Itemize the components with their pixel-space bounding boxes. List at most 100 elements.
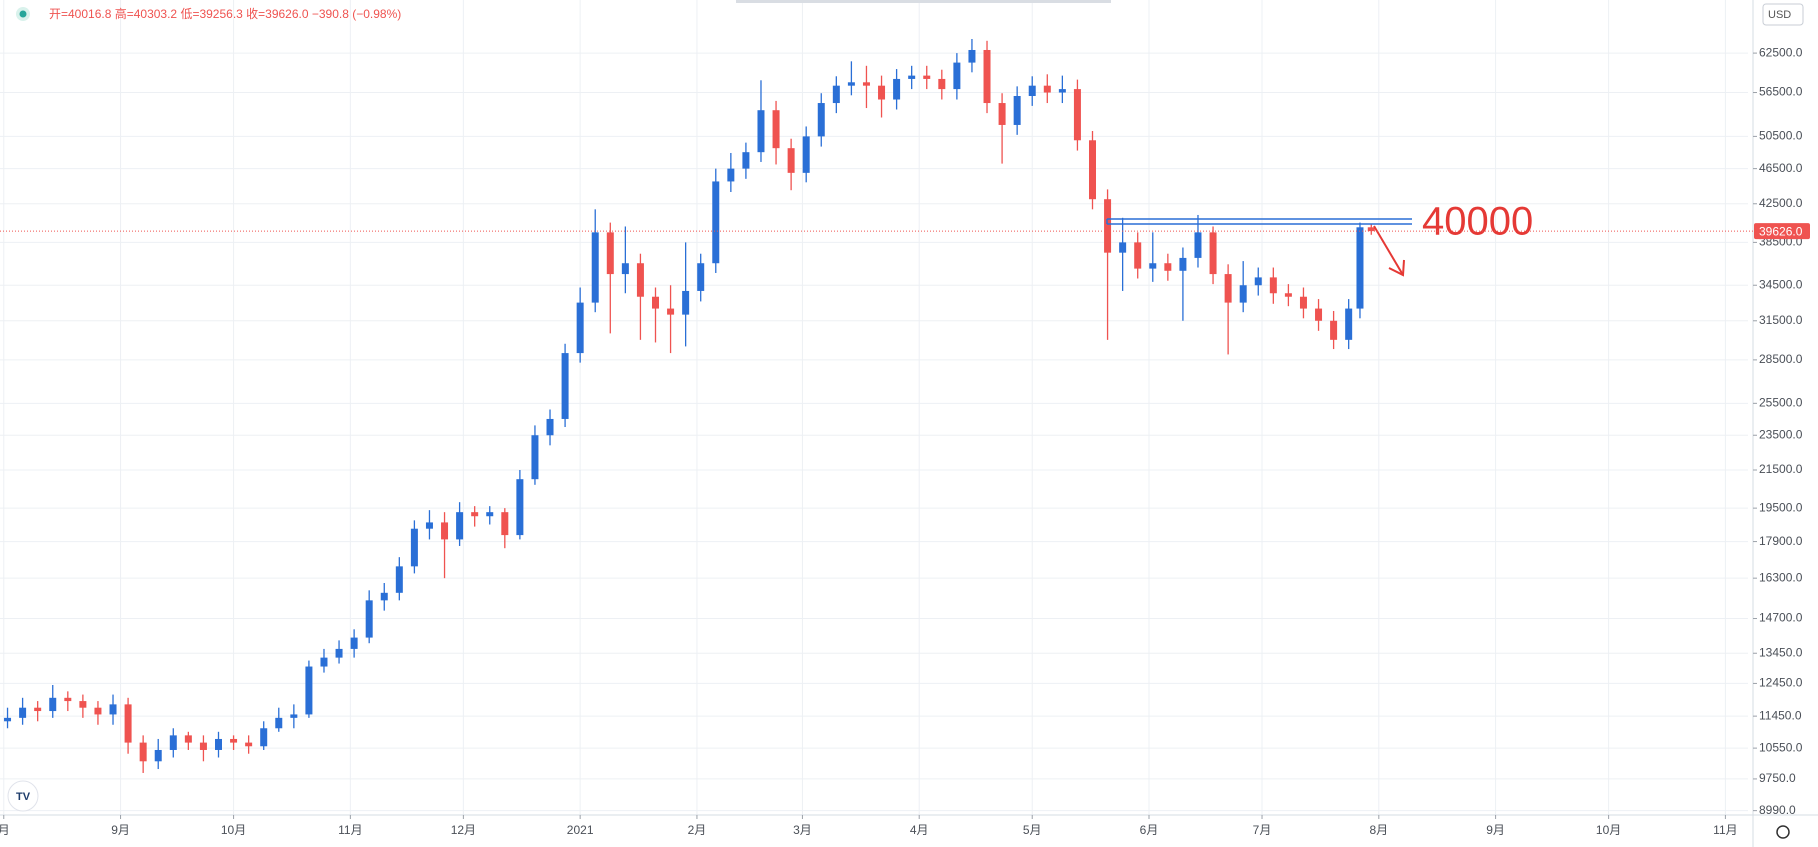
candle-body	[953, 62, 961, 90]
candle-body	[1149, 263, 1157, 269]
y-tick-label: 9750.0	[1759, 771, 1796, 785]
y-tick-label: 11450.0	[1759, 708, 1802, 722]
currency[interactable]: USD	[1768, 9, 1791, 21]
y-tick-label: 50500.0	[1759, 129, 1803, 143]
x-tick-label: 3月	[793, 823, 812, 837]
candle-body	[380, 592, 388, 601]
candles	[4, 38, 1375, 773]
candle-body	[1315, 308, 1323, 321]
candle-body	[1345, 308, 1353, 340]
candle-body	[1134, 242, 1142, 269]
x-tick-label: 月	[0, 823, 10, 837]
candle-body	[1367, 227, 1375, 232]
y-tick-label: 16300.0	[1759, 570, 1803, 584]
y-tick-label: 34500.0	[1759, 277, 1803, 291]
candle-body	[938, 78, 946, 90]
candle-body	[1104, 199, 1112, 253]
y-tick-label: 10550.0	[1759, 740, 1803, 754]
candle-body	[1239, 285, 1247, 303]
settings-icon[interactable]	[1776, 825, 1790, 839]
x-tick-label: 11月	[338, 823, 362, 837]
candle-body	[260, 728, 268, 747]
candle-body	[305, 666, 313, 715]
candle-body	[682, 290, 690, 315]
x-tick-label: 5月	[1023, 823, 1042, 837]
currency-button[interactable]	[1762, 3, 1804, 26]
arrow-head	[1388, 259, 1405, 277]
candle-body	[802, 136, 810, 173]
grid	[0, 0, 1748, 815]
y-tick-label: 31500.0	[1759, 313, 1803, 327]
candle-body	[968, 49, 976, 63]
candle-body	[365, 600, 373, 638]
candle-body	[275, 717, 283, 729]
x-tick-label: 2月	[688, 823, 707, 837]
y-tick-label: 62500.0	[1759, 45, 1803, 59]
candle-body	[4, 717, 12, 722]
candle-body	[124, 704, 132, 743]
candle-body	[154, 749, 162, 762]
y-tick-label: 56500.0	[1759, 85, 1803, 99]
candle-body	[501, 512, 509, 536]
candle-body	[245, 742, 253, 747]
candle-body	[486, 512, 494, 517]
candle-body	[290, 714, 298, 718]
candle-body	[561, 353, 569, 419]
y-tick-label: 14700.0	[1759, 611, 1803, 625]
x-tick-label: 8月	[1369, 823, 1388, 837]
candle-body	[712, 181, 720, 264]
candle-body	[636, 263, 644, 297]
candle-body	[320, 657, 328, 667]
candle-body	[531, 435, 539, 480]
candle-body	[1119, 242, 1127, 253]
candle-body	[441, 522, 449, 540]
candle-body	[184, 735, 192, 743]
candle-body	[1073, 89, 1081, 141]
candle-body	[335, 648, 343, 658]
candle-body	[199, 742, 207, 750]
candle-body	[350, 637, 358, 649]
x-tick-label: 9月	[111, 823, 130, 837]
candle-body	[923, 75, 931, 79]
candle-body	[79, 701, 87, 708]
candle-body	[425, 522, 433, 529]
candle-body	[878, 85, 886, 100]
candle-body	[230, 738, 238, 743]
y-tick-label: 19500.0	[1759, 500, 1803, 514]
candle-body	[1013, 96, 1021, 125]
candle-body	[576, 302, 584, 354]
candle-body	[847, 82, 855, 86]
candle-body	[1164, 263, 1172, 271]
y-tick-label: 28500.0	[1759, 352, 1803, 366]
candle-body	[1209, 232, 1217, 275]
candle-body	[621, 263, 629, 275]
candle-body	[169, 735, 177, 750]
y-tick-label: 21500.0	[1759, 462, 1803, 476]
logo[interactable]	[7, 780, 39, 812]
candle-body	[1194, 232, 1202, 258]
candle-body	[893, 78, 901, 100]
candle-body	[49, 697, 57, 712]
candle-body	[516, 479, 524, 536]
candle-body	[983, 49, 991, 104]
candle-body	[1043, 85, 1051, 93]
candle-body	[1269, 277, 1277, 294]
x-tick-label: 11月	[1713, 823, 1737, 837]
candle-body	[757, 110, 765, 153]
candle-body	[546, 418, 554, 436]
status-dot	[19, 10, 27, 18]
x-tick-label: 10月	[1596, 823, 1621, 837]
candle-body	[410, 528, 418, 567]
candle-body	[471, 512, 479, 517]
candle-body	[772, 110, 780, 149]
y-tick-label: 17900.0	[1759, 534, 1803, 548]
candle-body	[395, 566, 403, 593]
last-price-box	[1754, 223, 1810, 240]
y-tick-label: 25500.0	[1759, 396, 1803, 410]
x-tick-label: 2021	[567, 823, 594, 837]
logo-mark[interactable]: TV	[16, 791, 31, 803]
y-tick-label: 23500.0	[1759, 427, 1803, 441]
candle-body	[697, 263, 705, 291]
candle-body	[606, 232, 614, 275]
